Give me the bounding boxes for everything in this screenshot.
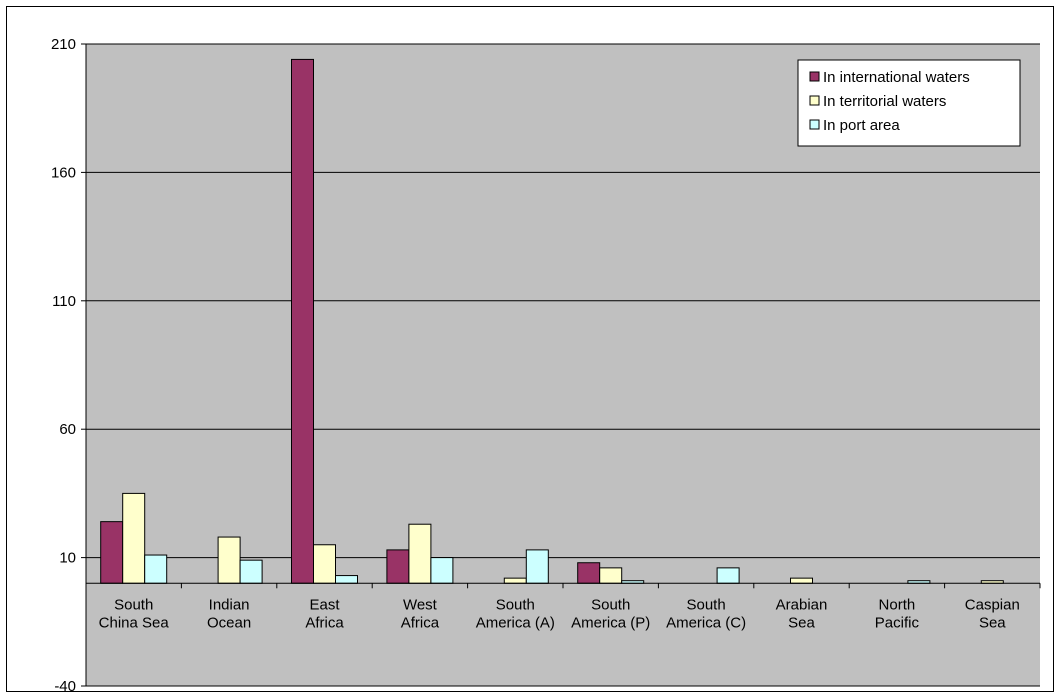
bar (386, 549, 410, 584)
bar (313, 544, 336, 584)
x-tick-label: Caspian Sea (965, 596, 1020, 631)
legend-swatch (809, 71, 820, 82)
bar (503, 577, 527, 584)
legend-box (797, 59, 1021, 147)
chart-frame (6, 6, 1054, 692)
x-tick-label: East Africa (305, 596, 344, 631)
bar (430, 557, 454, 584)
bar (790, 577, 813, 584)
x-tick-label: South America (C) (666, 596, 746, 631)
bar (716, 567, 740, 584)
x-tick-label: South America (P) (571, 596, 650, 631)
axes (81, 43, 1041, 687)
x-tick-label: West Africa (401, 596, 440, 631)
bar (122, 492, 146, 584)
bar (525, 549, 549, 584)
y-tick-label: 160 (51, 164, 76, 181)
legend-label: In territorial waters (823, 93, 946, 110)
gridlines (86, 43, 1040, 687)
legend-swatch (809, 119, 820, 130)
x-tick-label: Arabian Sea (776, 596, 828, 631)
x-tick-label: Indian Ocean (207, 596, 251, 631)
x-tick-labels: South China Sea Indian Ocean East Africa West A… (99, 596, 1020, 631)
bar (408, 523, 432, 584)
legend-swatch (809, 95, 820, 106)
y-tick-label: 110 (52, 293, 76, 310)
bar (335, 575, 358, 584)
bar (217, 536, 241, 584)
bar (577, 562, 601, 584)
y-tick-label: 60 (59, 421, 76, 438)
y-tick-label: 10 (59, 550, 76, 567)
legend: In international waters In territorial wa… (797, 59, 1021, 147)
y-tick-label: 210 (51, 36, 76, 53)
bar (239, 559, 263, 584)
y-tick-label: -40 (54, 678, 76, 695)
legend-label: In international waters (823, 69, 970, 86)
x-tick-label: South China Sea (99, 596, 170, 631)
bars (100, 58, 1004, 584)
legend-label: In port area (823, 117, 900, 134)
bar (599, 567, 623, 584)
x-tick-label: South America (A) (476, 596, 555, 631)
y-tick-labels: -40 10 60 110 160 210 (51, 36, 76, 695)
bar (291, 58, 314, 584)
bar (100, 521, 124, 584)
bar (144, 554, 168, 584)
x-tick-label: North Pacific (875, 596, 920, 631)
